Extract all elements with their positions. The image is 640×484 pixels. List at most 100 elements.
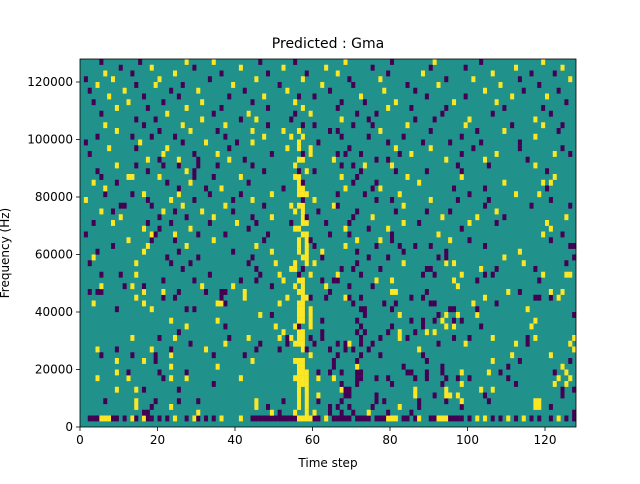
heatmap-cell <box>300 317 305 324</box>
heatmap-cell <box>297 323 302 330</box>
heatmap-cell <box>490 110 495 117</box>
heatmap-cell <box>370 64 375 71</box>
heatmap-cell <box>463 340 468 347</box>
heatmap-cell <box>421 352 426 359</box>
heatmap-cell <box>304 375 309 382</box>
heatmap-cell <box>165 254 170 261</box>
heatmap-cell <box>316 208 321 215</box>
heatmap-cell <box>300 156 305 163</box>
heatmap-cell <box>289 133 294 140</box>
heatmap-cell <box>308 306 313 313</box>
heatmap-cell <box>134 162 139 169</box>
heatmap-cell <box>297 139 302 146</box>
heatmap-cell <box>111 220 116 226</box>
heatmap-cell <box>432 392 437 399</box>
heatmap-cell <box>161 99 166 106</box>
heatmap-cell <box>548 404 553 410</box>
heatmap-cell <box>572 335 577 341</box>
heatmap-cell <box>207 76 212 83</box>
heatmap-cell <box>459 415 464 422</box>
heatmap-cell <box>510 93 515 100</box>
heatmap-cell <box>254 398 259 405</box>
heatmap-cell <box>250 139 255 146</box>
heatmap-cell <box>514 64 519 71</box>
heatmap-cell <box>134 82 139 88</box>
heatmap-cell <box>424 168 429 175</box>
heatmap-cell <box>386 409 391 416</box>
heatmap-cell <box>413 329 418 336</box>
heatmap-cell <box>285 294 290 301</box>
heatmap-cell <box>254 243 259 249</box>
heatmap-cell <box>242 156 247 163</box>
heatmap-cell <box>390 415 395 422</box>
heatmap-cell <box>359 415 364 422</box>
heatmap-cell <box>432 329 437 336</box>
heatmap-cell <box>386 329 391 336</box>
heatmap-cell <box>266 231 271 238</box>
heatmap-cell <box>432 317 437 324</box>
heatmap-cell <box>238 277 243 284</box>
heatmap-cell <box>463 64 468 71</box>
heatmap-cell <box>328 369 333 376</box>
heatmap-cell <box>448 306 453 313</box>
heatmap-cell <box>556 294 561 301</box>
heatmap-cell <box>297 381 302 387</box>
heatmap-cell <box>432 59 437 65</box>
heatmap-cell <box>459 369 464 376</box>
heatmap-cell <box>91 415 96 422</box>
heatmap-cell <box>114 128 119 134</box>
heatmap-cell <box>173 231 178 238</box>
y-tick-label: 40000 <box>35 305 73 319</box>
heatmap-cell <box>196 415 201 422</box>
heatmap-cell <box>452 335 457 341</box>
heatmap-cell <box>281 415 286 422</box>
heatmap-cell <box>231 283 236 290</box>
heatmap-cell <box>145 243 150 249</box>
heatmap-cell <box>312 168 317 175</box>
heatmap-cell <box>514 415 519 422</box>
heatmap-cell <box>362 99 367 106</box>
heatmap-cell <box>173 237 178 244</box>
heatmap-cell <box>293 260 298 267</box>
heatmap-cell <box>459 174 464 180</box>
heatmap-cell <box>130 415 135 422</box>
heatmap-cell <box>347 294 352 301</box>
heatmap-cell <box>192 197 197 203</box>
heatmap-cell <box>521 260 526 267</box>
heatmap-cell <box>300 202 305 209</box>
heatmap-cell <box>304 409 309 416</box>
heatmap-cell <box>262 237 267 244</box>
heatmap-cell <box>176 289 181 295</box>
heatmap-cell <box>467 415 472 422</box>
heatmap-cell <box>161 208 166 215</box>
heatmap-cell <box>165 110 170 117</box>
heatmap-cell <box>250 162 255 169</box>
heatmap-cell <box>444 386 449 393</box>
heatmap-cell <box>145 197 150 203</box>
heatmap-cell <box>436 340 441 347</box>
heatmap-cell <box>347 392 352 399</box>
heatmap-cell <box>161 277 166 284</box>
heatmap-cell <box>572 312 577 318</box>
heatmap-cell <box>304 294 309 301</box>
heatmap-cell <box>452 185 457 192</box>
heatmap-cell <box>184 375 189 382</box>
heatmap-cell <box>564 381 569 387</box>
heatmap-cell <box>393 168 398 175</box>
heatmap-cell <box>545 185 550 192</box>
heatmap-cell <box>517 139 522 146</box>
heatmap-cell <box>568 375 573 382</box>
heatmap-cell <box>510 352 515 359</box>
heatmap-cell <box>207 271 212 278</box>
heatmap-cell <box>308 237 313 244</box>
heatmap-cell <box>529 415 534 422</box>
heatmap-cell <box>541 59 546 65</box>
heatmap-cell <box>134 260 139 267</box>
heatmap-cell <box>215 363 220 370</box>
heatmap-cell <box>467 191 472 198</box>
heatmap-cell <box>568 243 573 249</box>
heatmap-cell <box>157 369 162 376</box>
heatmap-cell <box>424 266 429 272</box>
heatmap-cell <box>250 358 255 364</box>
heatmap-cell <box>165 179 170 186</box>
